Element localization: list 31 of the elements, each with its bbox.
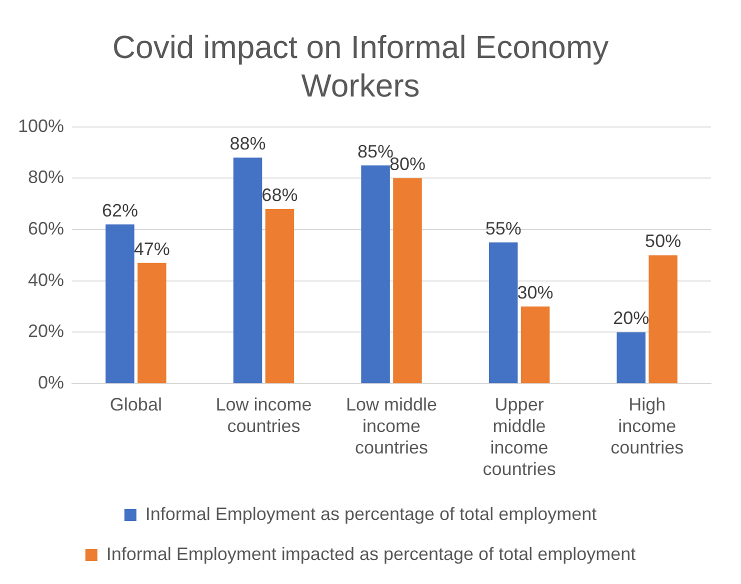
data-label: 88% [230, 134, 266, 154]
data-label: 68% [262, 184, 298, 205]
x-tick-label: Upper middle income countries [482, 394, 556, 480]
y-tick-label: 0% [38, 372, 64, 393]
bar [616, 332, 646, 384]
bar [106, 224, 134, 384]
bar [488, 242, 518, 384]
bar [233, 158, 262, 384]
bar [138, 262, 166, 384]
bar [648, 255, 678, 384]
legend-label: Informal Employment impacted as percentage of total employment [106, 544, 636, 564]
y-tick-label: 20% [28, 321, 64, 342]
y-tick-label: 80% [28, 167, 64, 188]
bar [361, 165, 390, 384]
x-tick-label: Global [110, 394, 162, 414]
data-label: 50% [645, 231, 682, 252]
bar [520, 306, 550, 384]
data-label: 55% [485, 218, 522, 238]
data-label: 62% [102, 200, 138, 220]
x-tick-label: Low middle income countries [346, 394, 438, 458]
x-tick-label: Low income countries [216, 394, 312, 436]
legend-label: Informal Employment as percentage of total employment [145, 504, 597, 524]
y-tick-label: 60% [28, 218, 64, 238]
y-tick-label: 40% [28, 270, 64, 290]
chart-title: Covid impact on Informal Economy Workers [112, 29, 609, 104]
x-tick-label: High income countries [610, 394, 684, 458]
bar [265, 208, 294, 384]
bar [393, 178, 422, 384]
data-label: 20% [613, 308, 650, 328]
y-tick-label: 100% [18, 116, 64, 136]
data-label: 30% [517, 282, 554, 303]
